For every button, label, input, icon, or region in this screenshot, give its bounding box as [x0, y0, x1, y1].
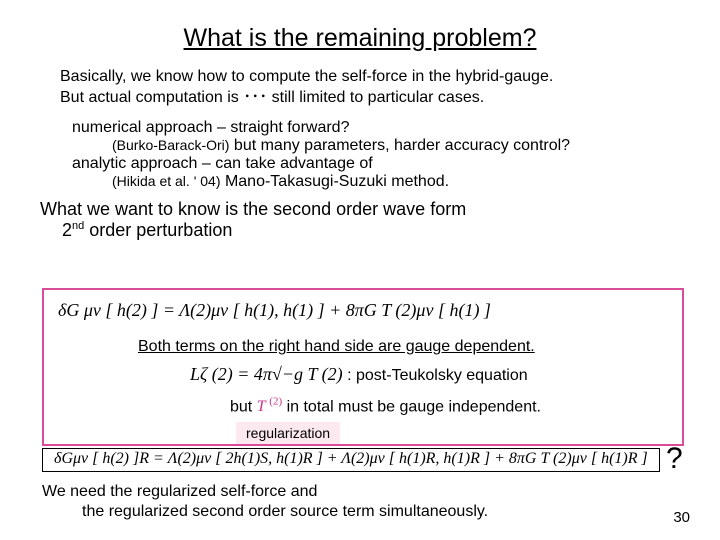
- but-line: but T (2) in total must be gauge indepen…: [230, 396, 541, 416]
- approach-section: numerical approach – straight forward? (…: [0, 109, 720, 191]
- numerical-cite: (Burko-Barack-Ori): [112, 137, 229, 153]
- what-we-want: What we want to know is the second order…: [0, 191, 720, 220]
- but-prefix: but: [230, 398, 257, 415]
- second-order-label: 2nd order perturbation: [0, 220, 720, 241]
- second-order-nd: nd: [72, 220, 84, 232]
- both-terms-text: Both terms on the right hand side are ga…: [138, 338, 535, 356]
- need-text: We need the regularized self-force and t…: [42, 482, 488, 522]
- question-mark: ?: [666, 442, 683, 476]
- lzeta-equation: Lζ (2) = 4π√−g T (2): [190, 364, 343, 384]
- analytic-rest: Mano-Takasugi-Suzuki method.: [221, 173, 450, 190]
- analytic-cite-line: (Hikida et al. ' 04) Mano-Takasugi-Suzuk…: [72, 173, 720, 191]
- second-order-suffix: order perturbation: [84, 220, 232, 240]
- numerical-rest: but many parameters, harder accuracy con…: [229, 137, 570, 154]
- regularization-label: regularization: [236, 422, 340, 444]
- analytic-approach: analytic approach – can take advantage o…: [72, 155, 720, 173]
- need-line-1: We need the regularized self-force and: [42, 483, 317, 500]
- numerical-cite-line: (Burko-Barack-Ori) but many parameters, …: [72, 137, 720, 155]
- numerical-approach: numerical approach – straight forward?: [72, 119, 720, 137]
- intro-line-2: But actual computation is ･･･ still limi…: [60, 88, 680, 109]
- post-teukolsky-label: : post-Teukolsky equation: [343, 367, 528, 384]
- lzeta-row: Lζ (2) = 4π√−g T (2) : post-Teukolsky eq…: [190, 364, 528, 385]
- need-line-2: the regularized second order source term…: [42, 502, 488, 522]
- equation-2: δGμν [ h(2) ]R = Λ(2)μν [ 2h(1)S, h(1)R …: [54, 450, 648, 468]
- intro-line-1: Basically, we know how to compute the se…: [60, 67, 680, 88]
- T2-symbol: T (2): [257, 398, 282, 415]
- second-order-num: 2: [62, 220, 72, 240]
- analytic-cite: (Hikida et al. ' 04): [112, 173, 221, 189]
- intro-text: Basically, we know how to compute the se…: [0, 67, 720, 109]
- equation-1: δG μν [ h(2) ] = Λ(2)μν [ h(1), h(1) ] +…: [58, 300, 491, 321]
- page-number: 30: [673, 509, 690, 526]
- page-title: What is the remaining problem?: [0, 0, 720, 67]
- but-suffix: in total must be gauge independent.: [282, 398, 541, 415]
